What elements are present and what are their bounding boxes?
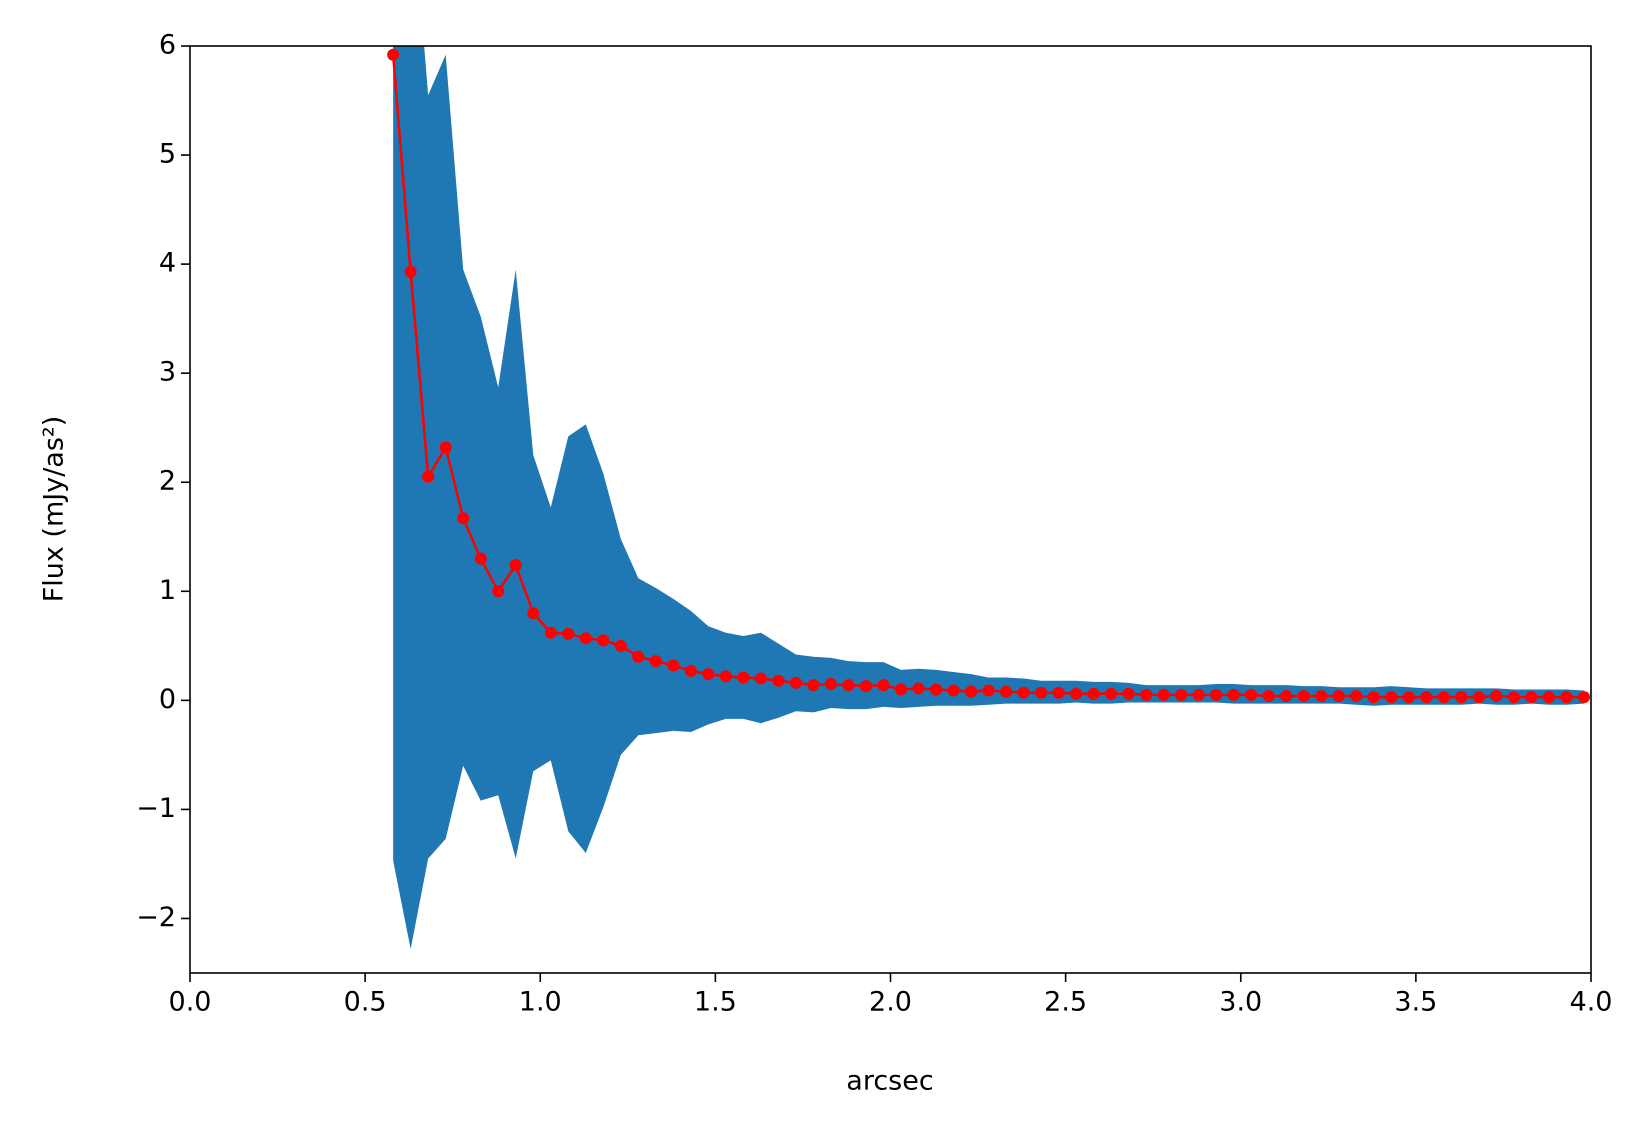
plot-area	[387, 46, 1590, 950]
marker	[667, 659, 680, 672]
y-tick-label: 6	[159, 30, 176, 61]
marker	[1507, 691, 1520, 704]
marker	[597, 634, 610, 647]
marker	[719, 670, 732, 683]
marker	[1525, 691, 1538, 704]
marker	[754, 672, 767, 685]
marker	[1560, 691, 1573, 704]
marker	[1035, 686, 1048, 699]
marker	[1385, 691, 1398, 704]
marker	[1210, 688, 1223, 701]
marker	[1227, 688, 1240, 701]
marker	[965, 685, 978, 698]
x-tick-label: 1.0	[519, 987, 562, 1018]
y-tick-label: 2	[159, 466, 176, 497]
y-tick-label: 3	[159, 357, 176, 388]
marker	[562, 627, 575, 640]
marker	[1420, 691, 1433, 704]
y-tick-label: 1	[159, 575, 176, 606]
error-band	[393, 46, 1584, 950]
marker	[544, 626, 557, 639]
marker	[1367, 691, 1380, 704]
marker	[492, 585, 505, 598]
marker	[930, 683, 943, 696]
marker	[1087, 687, 1100, 700]
marker	[842, 679, 855, 692]
x-tick-label: 0.0	[169, 987, 212, 1018]
marker	[1332, 689, 1345, 702]
marker	[1455, 691, 1468, 704]
marker	[527, 607, 540, 620]
marker	[509, 559, 522, 572]
x-tick-label: 3.0	[1219, 987, 1262, 1018]
marker	[649, 655, 662, 668]
marker	[737, 671, 750, 684]
marker	[789, 676, 802, 689]
marker	[1437, 691, 1450, 704]
x-tick-label: 0.5	[344, 987, 387, 1018]
marker	[684, 664, 697, 677]
marker	[1350, 689, 1363, 702]
y-tick-label: 4	[159, 248, 176, 279]
marker	[1105, 687, 1118, 700]
marker	[1245, 688, 1258, 701]
marker	[1017, 686, 1030, 699]
marker	[1315, 689, 1328, 702]
marker	[1472, 691, 1485, 704]
marker	[1280, 689, 1293, 702]
marker	[1052, 686, 1065, 699]
marker	[474, 552, 487, 565]
marker	[1297, 689, 1310, 702]
marker	[404, 265, 417, 278]
marker	[1542, 691, 1555, 704]
marker	[859, 680, 872, 693]
marker	[632, 650, 645, 663]
marker	[1192, 688, 1205, 701]
marker	[614, 639, 627, 652]
marker	[1157, 688, 1170, 701]
x-axis-label: arcsec	[846, 1066, 933, 1097]
marker	[387, 48, 400, 61]
marker	[1122, 687, 1135, 700]
marker	[1577, 691, 1590, 704]
marker	[807, 679, 820, 692]
marker	[1140, 688, 1153, 701]
marker	[1070, 687, 1083, 700]
x-tick-label: 3.5	[1394, 987, 1437, 1018]
marker	[579, 632, 592, 645]
marker	[1000, 685, 1013, 698]
marker	[439, 441, 452, 454]
marker	[1175, 688, 1188, 701]
marker	[1262, 689, 1275, 702]
x-tick-label: 2.5	[1044, 987, 1087, 1018]
y-tick-label: 0	[159, 684, 176, 715]
y-tick-label: −2	[136, 902, 176, 933]
marker	[702, 668, 715, 681]
x-tick-label: 1.5	[694, 987, 737, 1018]
marker	[877, 679, 890, 692]
marker	[1402, 691, 1415, 704]
marker	[912, 682, 925, 695]
marker	[1490, 689, 1503, 702]
marker	[772, 674, 785, 687]
x-tick-label: 4.0	[1570, 987, 1613, 1018]
marker	[457, 512, 470, 525]
marker	[824, 677, 837, 690]
marker	[422, 470, 435, 483]
y-axis-label: Flux (mJy/as²)	[39, 416, 70, 603]
x-tick-label: 2.0	[869, 987, 912, 1018]
y-tick-label: 5	[159, 139, 176, 170]
marker	[947, 684, 960, 697]
marker	[982, 684, 995, 697]
y-tick-label: −1	[136, 793, 176, 824]
marker	[895, 683, 908, 696]
